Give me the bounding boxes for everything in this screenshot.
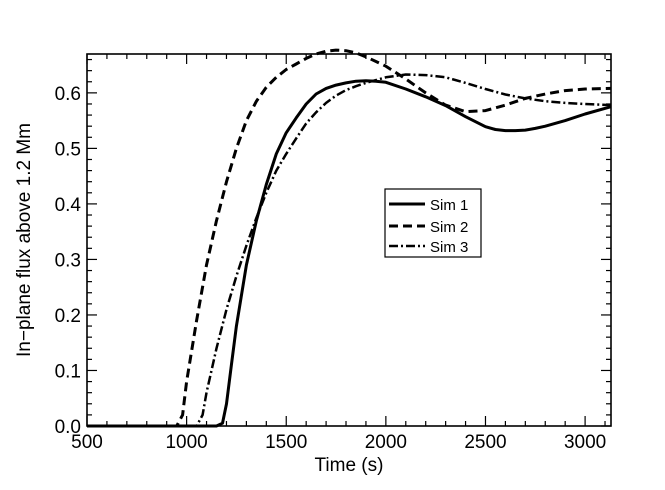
y-tick-label: 0.2 bbox=[55, 306, 81, 327]
legend: Sim 1 Sim 2 Sim 3 bbox=[384, 188, 482, 258]
y-tick-label: 0.3 bbox=[55, 250, 81, 271]
x-tick-label: 1500 bbox=[265, 432, 307, 453]
legend-label-sim-3: Sim 3 bbox=[430, 239, 468, 256]
plot-frame bbox=[86, 53, 612, 427]
legend-label-sim-2: Sim 2 bbox=[430, 219, 468, 236]
x-tick-label: 1000 bbox=[165, 432, 207, 453]
series-line-sim-3 bbox=[87, 73, 612, 428]
tick-labels: 500 1000 1500 2000 2500 3000 0.0 0.1 0.2 0.3 0.4 0.… bbox=[55, 84, 607, 453]
series-line-sim-1 bbox=[87, 79, 612, 428]
axis-ticks bbox=[86, 54, 611, 427]
x-tick-label: 3000 bbox=[564, 432, 606, 453]
y-tick-label: 0.1 bbox=[55, 361, 81, 382]
y-tick-label: 0.0 bbox=[55, 417, 81, 438]
plot-lines bbox=[87, 48, 612, 428]
y-axis-title: In−plane flux above 1.2 Mm bbox=[14, 123, 35, 357]
y-tick-label: 0.4 bbox=[55, 195, 82, 216]
x-tick-label: 2500 bbox=[464, 432, 506, 453]
x-axis-title: Time (s) bbox=[315, 455, 384, 476]
legend-label-sim-1: Sim 1 bbox=[430, 197, 468, 214]
x-tick-label: 500 bbox=[71, 432, 103, 453]
series-line-sim-2 bbox=[87, 48, 612, 428]
y-tick-label: 0.5 bbox=[55, 139, 81, 160]
y-tick-label: 0.6 bbox=[55, 84, 81, 105]
x-tick-label: 2000 bbox=[365, 432, 407, 453]
